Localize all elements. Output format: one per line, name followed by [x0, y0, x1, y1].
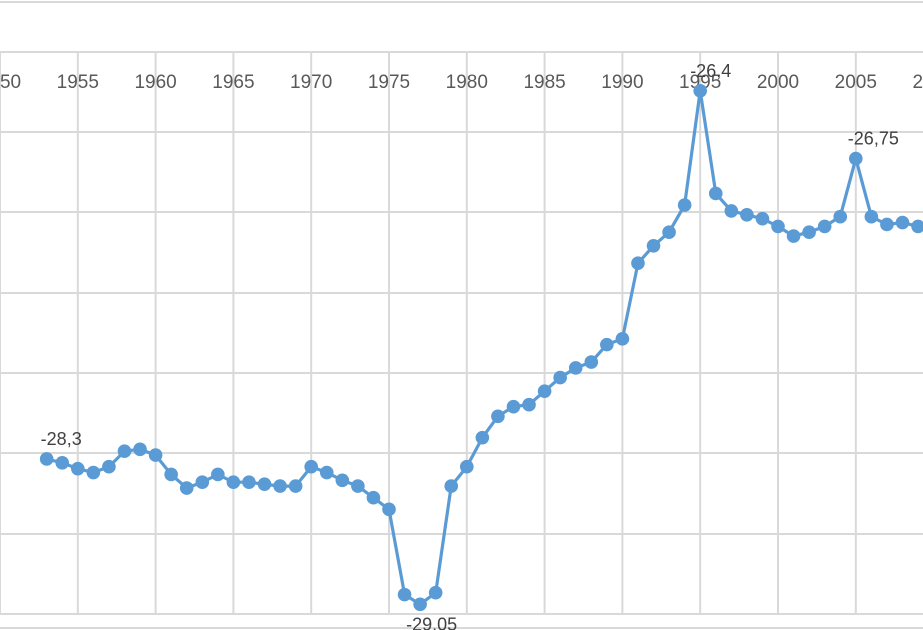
- data-point: [164, 467, 178, 482]
- series: [39, 83, 923, 612]
- data-point: [444, 479, 459, 493]
- x-tick-label: 2010: [912, 72, 923, 93]
- data-point: [319, 465, 334, 480]
- data-point: [911, 219, 923, 234]
- data-point: [786, 229, 801, 243]
- data-point: [413, 597, 427, 612]
- data-point: [553, 370, 567, 385]
- data-point: [895, 215, 910, 230]
- data-point: [335, 473, 350, 488]
- x-tick-label: 1975: [368, 72, 410, 93]
- data-point: [740, 207, 754, 222]
- data-point: [506, 399, 521, 414]
- data-point: [880, 217, 894, 232]
- data-label: -29,05: [406, 614, 457, 630]
- data-point: [802, 225, 816, 240]
- series-line: [46, 89, 923, 606]
- data-point: [257, 477, 272, 491]
- data-point: [475, 430, 490, 445]
- data-point: [71, 461, 85, 476]
- x-tick-label: 1995: [679, 72, 721, 93]
- data-point: [397, 587, 412, 602]
- x-tick-label: 1955: [57, 72, 99, 93]
- data-point: [304, 459, 319, 474]
- data-point: [662, 225, 676, 240]
- data-point: [39, 452, 54, 466]
- data-point: [537, 384, 552, 398]
- x-tick-label: 1965: [212, 72, 254, 93]
- data-point: [584, 355, 599, 369]
- data-point: [366, 490, 381, 505]
- data-point: [631, 256, 645, 271]
- data-point: [133, 442, 147, 457]
- x-axis-tick-labels: 1950 1955 1960 1965 1970 1975 1980 1985 1990 1995…: [0, 72, 923, 93]
- data-point: [771, 219, 785, 234]
- data-point: [86, 465, 101, 480]
- data-point: [179, 481, 194, 495]
- x-tick-label: 1960: [134, 72, 176, 93]
- x-tick-label: 2005: [835, 72, 877, 93]
- data-point: [646, 238, 661, 253]
- data-point: [242, 475, 256, 490]
- data-labels: -28,3 -29,05 -26,4 -26,75: [41, 61, 899, 630]
- x-tick-label: 1950: [0, 72, 21, 93]
- data-point: [288, 479, 303, 493]
- data-point: [817, 219, 832, 234]
- data-point: [491, 409, 505, 424]
- data-point: [615, 332, 630, 346]
- data-point: [833, 209, 848, 224]
- x-tick-label: 1980: [446, 72, 488, 93]
- data-label: -26,75: [848, 129, 899, 149]
- data-point: [522, 397, 536, 412]
- x-tick-label: 1970: [290, 72, 332, 93]
- data-point: [849, 151, 863, 166]
- data-point: [102, 459, 116, 474]
- data-point: [460, 459, 474, 474]
- data-point: [55, 456, 70, 470]
- data-point: [693, 83, 707, 98]
- data-point: [600, 337, 614, 352]
- data-point: [273, 479, 287, 493]
- x-tick-label: 1985: [523, 72, 565, 93]
- data-point: [724, 204, 739, 218]
- x-tick-label: 2000: [757, 72, 799, 93]
- data-point: [708, 186, 723, 201]
- data-point: [117, 444, 132, 459]
- data-point: [351, 479, 365, 493]
- data-point: [148, 448, 163, 462]
- data-point: [226, 475, 241, 490]
- data-point: [864, 209, 879, 224]
- data-label: -26,4: [690, 61, 731, 81]
- data-point: [755, 211, 770, 226]
- data-point: [677, 198, 692, 212]
- data-point: [211, 467, 225, 482]
- data-point: [195, 475, 210, 490]
- data-point: [382, 502, 396, 517]
- data-point: [568, 361, 583, 375]
- data-label: -28,3: [41, 429, 82, 449]
- x-tick-label: 1990: [601, 72, 643, 93]
- data-point: [428, 585, 443, 600]
